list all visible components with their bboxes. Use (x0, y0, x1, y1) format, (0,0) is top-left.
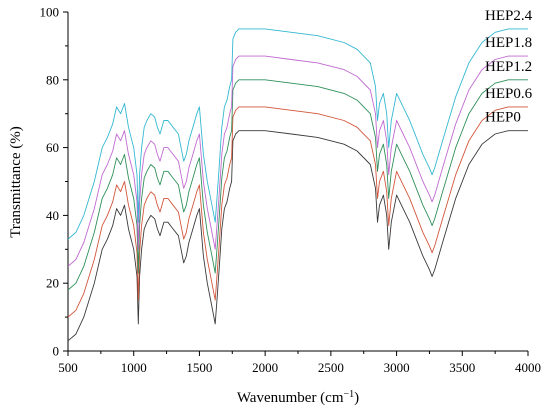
legend-label-hep2-4: HEP2.4 (485, 8, 533, 24)
series-hep0-6 (67, 106, 528, 318)
x-axis: 500 1000 1500 2000 2500 3000 3500 4000 (58, 351, 541, 375)
series-hep2-4 (67, 28, 528, 240)
x-tick-label: 2000 (252, 360, 278, 375)
series-hep1-8 (67, 55, 528, 267)
y-axis: 0 20 40 60 80 100 (40, 5, 68, 359)
y-tick-label: 60 (46, 140, 59, 155)
y-tick-label: 100 (40, 5, 60, 20)
x-tick-label: 1000 (121, 360, 147, 375)
x-tick-label: 3500 (449, 360, 475, 375)
series-group (67, 28, 528, 342)
y-tick-label: 20 (46, 276, 59, 291)
x-tick-label: 3000 (384, 360, 410, 375)
x-tick-label: 500 (58, 360, 78, 375)
x-tick-label: 1500 (186, 360, 212, 375)
y-axis-title: Transmittance (%) (8, 126, 24, 238)
series-hep1-2 (67, 79, 528, 291)
legend: HEP0 HEP0.6 HEP1.2 HEP1.8 HEP2.4 (485, 8, 533, 126)
y-tick-label: 80 (46, 72, 59, 87)
x-tick-label: 4000 (515, 360, 541, 375)
y-tick-label: 0 (53, 344, 60, 359)
legend-label-hep1-8: HEP1.8 (485, 35, 532, 51)
legend-label-hep0-6: HEP0.6 (485, 86, 533, 102)
x-tick-label: 2500 (318, 360, 344, 375)
x-axis-title: Wavenumber (cm−1) (237, 389, 359, 407)
y-tick-label: 40 (46, 208, 59, 223)
legend-label-hep0: HEP0 (485, 110, 521, 126)
series-hep0 (67, 130, 528, 342)
legend-label-hep1-2: HEP1.2 (485, 59, 532, 75)
